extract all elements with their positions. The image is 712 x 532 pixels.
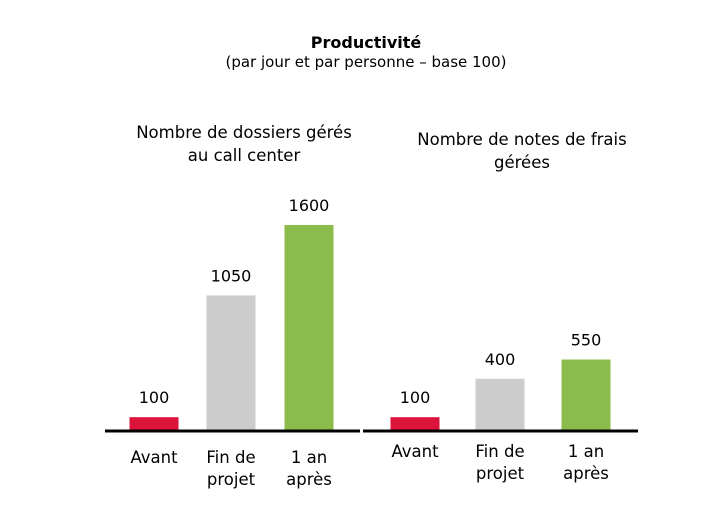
bar-chart-panel-1: Nombre de dossiers gérés au call center 10…	[105, 123, 360, 489]
bar-2	[475, 378, 525, 430]
data-label: 1050	[211, 266, 252, 285]
data-label: 100	[139, 388, 170, 407]
category-label: après	[286, 470, 332, 489]
data-label: 550	[571, 331, 602, 350]
bar-3	[284, 225, 334, 430]
chart-panels: Nombre de dossiers gérés au call center 10…	[105, 123, 638, 489]
category-label: 1 an	[568, 442, 604, 461]
data-label: 400	[485, 350, 516, 369]
category-label: projet	[207, 470, 256, 489]
panel-title-line: gérées	[494, 153, 550, 172]
category-label: projet	[476, 464, 525, 483]
data-label: 1600	[289, 196, 330, 215]
category-label: après	[563, 464, 609, 483]
bar-1	[390, 417, 440, 430]
category-label: Fin de	[475, 442, 524, 461]
category-label: Avant	[130, 448, 178, 467]
panel-title-line: au call center	[188, 146, 301, 165]
bar-3	[561, 359, 611, 430]
category-label: Fin de	[206, 448, 255, 467]
chart-title: Productivité	[311, 33, 422, 52]
panel-title-line: Nombre de dossiers gérés	[136, 123, 352, 142]
panel-title-line: Nombre de notes de frais	[417, 130, 626, 149]
bar-1	[129, 417, 179, 430]
data-label: 100	[400, 388, 431, 407]
bar-chart-panel-2: Nombre de notes de frais gérées 100 Avant 40…	[363, 130, 638, 483]
category-label: 1 an	[291, 448, 327, 467]
chart-subtitle: (par jour et par personne – base 100)	[225, 53, 506, 71]
category-label: Avant	[391, 442, 439, 461]
bar-2	[206, 295, 256, 430]
